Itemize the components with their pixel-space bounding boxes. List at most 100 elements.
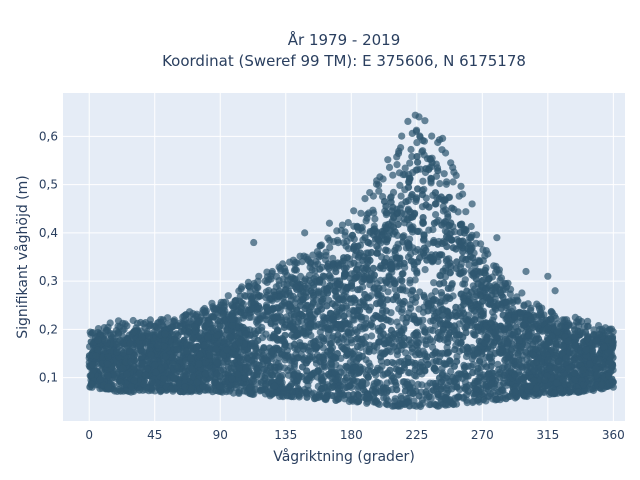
scatter-point [514, 350, 522, 358]
scatter-point [298, 312, 306, 320]
scatter-point [413, 153, 421, 161]
scatter-point [353, 266, 361, 274]
scatter-point [281, 331, 289, 339]
scatter-point [94, 336, 102, 344]
scatter-point [382, 279, 391, 287]
scatter-point [463, 399, 471, 407]
scatter-point [366, 240, 374, 248]
scatter-point [247, 299, 255, 308]
scatter-point [420, 231, 428, 240]
scatter-point [342, 319, 350, 327]
scatter-point [104, 372, 112, 380]
scatter-point [404, 369, 412, 377]
scatter-point [209, 313, 217, 321]
scatter-point [517, 344, 525, 352]
scatter-point [424, 360, 432, 368]
scatter-point [246, 390, 254, 398]
scatter-point [436, 180, 444, 188]
scatter-point [87, 380, 95, 388]
scatter-point [411, 276, 419, 284]
scatter-point [291, 260, 299, 268]
scatter-point [273, 312, 281, 320]
scatter-point [333, 292, 341, 300]
scatter-point [343, 363, 351, 372]
scatter-point [508, 356, 516, 365]
scatter-point [360, 393, 368, 401]
scatter-point [425, 226, 433, 234]
scatter-point [305, 257, 313, 265]
scatter-point [442, 180, 450, 188]
scatter-point [127, 358, 135, 366]
scatter-point [406, 279, 414, 287]
scatter-point [294, 318, 302, 326]
scatter-point [193, 378, 201, 387]
scatter-point [481, 266, 489, 274]
scatter-point [338, 304, 346, 312]
scatter-point [186, 312, 194, 320]
scatter-point [432, 379, 440, 388]
scatter-point [404, 183, 413, 191]
scatter-point [224, 357, 232, 365]
scatter-point [293, 331, 301, 339]
scatter-point [399, 171, 407, 179]
scatter-point [428, 132, 436, 140]
scatter-point [92, 352, 100, 360]
scatter-point [438, 146, 446, 154]
scatter-point [270, 382, 279, 390]
scatter-point [519, 321, 527, 329]
scatter-point [450, 322, 459, 330]
scatter-point [183, 330, 191, 339]
scatter-point [448, 204, 456, 212]
scatter-point [138, 360, 147, 368]
scatter-point [407, 250, 415, 258]
scatter-point [348, 350, 357, 358]
scatter-point [541, 376, 549, 384]
scatter-point [412, 387, 420, 395]
scatter-point [604, 360, 613, 368]
scatter-point [343, 374, 351, 382]
scatter-point [162, 353, 170, 361]
scatter-point [341, 232, 349, 240]
scatter-point [237, 358, 245, 366]
scatter-point [325, 271, 333, 279]
scatter-point [464, 344, 472, 352]
scatter-point [350, 259, 358, 267]
scatter-point [404, 117, 412, 125]
scatter-point [439, 326, 447, 334]
scatter-point [456, 228, 464, 237]
scatter-point [193, 343, 201, 351]
scatter-point [559, 316, 567, 324]
scatter-point [382, 202, 390, 210]
scatter-point [556, 385, 564, 393]
scatter-point [295, 372, 303, 380]
scatter-point [467, 301, 475, 310]
scatter-point [406, 301, 414, 309]
scatter-point [427, 175, 436, 183]
scatter-point [256, 305, 264, 313]
scatter-point [407, 225, 415, 233]
scatter-point [304, 357, 312, 365]
scatter-point [359, 378, 367, 386]
scatter-point [419, 177, 427, 185]
scatter-point [366, 189, 374, 197]
scatter-point [138, 333, 146, 341]
scatter-point [408, 129, 416, 137]
scatter-point [245, 313, 253, 321]
scatter-point [431, 189, 439, 197]
scatter-point [152, 368, 160, 376]
scatter-point [489, 308, 497, 316]
scatter-point [200, 376, 208, 384]
scatter-point [355, 271, 363, 279]
scatter-point [347, 336, 355, 344]
scatter-point [280, 298, 289, 306]
scatter-point [365, 209, 373, 217]
scatter-point [349, 376, 357, 384]
scatter-point [98, 353, 106, 361]
scatter-point [319, 272, 327, 280]
scatter-point [282, 291, 290, 299]
scatter-point [439, 203, 447, 211]
scatter-point [532, 335, 540, 343]
scatter-point [442, 374, 450, 382]
scatter-point [308, 279, 316, 287]
scatter-point [322, 248, 330, 256]
